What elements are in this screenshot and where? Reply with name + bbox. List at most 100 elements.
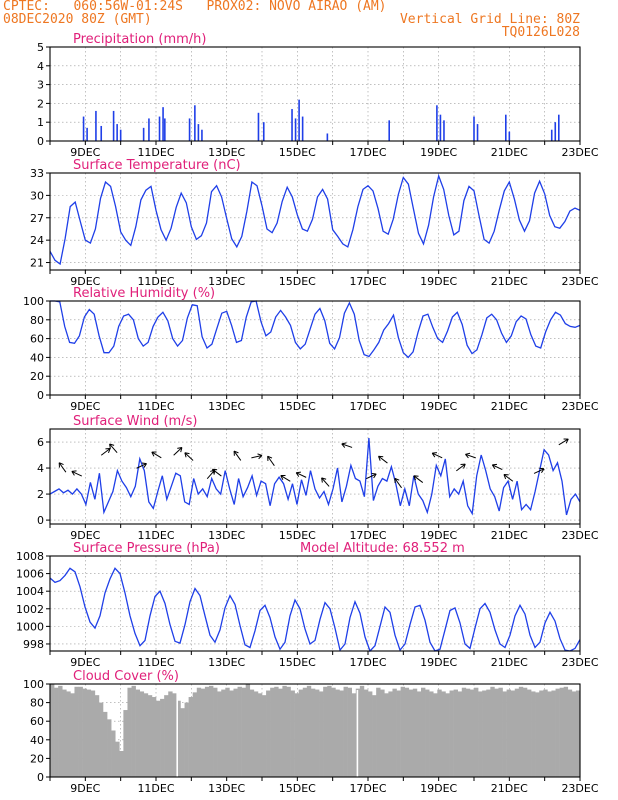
x-tick-label: 21DEC: [491, 146, 528, 159]
x-tick-label: 11DEC: [137, 529, 174, 542]
model-altitude-note: Model Altitude: 68.552 m: [300, 541, 465, 556]
y-tick-label: 1: [37, 116, 44, 129]
cloud-bar: [233, 688, 238, 777]
wind-arrow: [280, 475, 291, 482]
cloud-bar: [331, 687, 336, 777]
cloud-bar: [164, 695, 169, 777]
cloud-bar: [209, 685, 214, 777]
x-tick-label: 15DEC: [279, 275, 316, 288]
cloud-bar: [294, 693, 299, 777]
cloud-bar: [147, 695, 153, 777]
cloud-bar: [237, 686, 242, 777]
cloud-bar: [111, 730, 116, 777]
y-tick-label: 5: [37, 41, 44, 54]
cloud-bar: [278, 688, 283, 777]
cloud-bar: [380, 689, 385, 777]
precip-bar: [554, 122, 557, 141]
precip-bar: [194, 105, 196, 141]
precip-bar: [550, 129, 553, 141]
x-tick-label: 21DEC: [491, 275, 528, 288]
cloud-bar: [156, 700, 161, 777]
cloud-bar: [127, 687, 132, 777]
wind-arrow: [296, 472, 307, 478]
cloud-bar: [270, 687, 275, 777]
x-tick-label: 9DEC: [70, 400, 100, 413]
wind-arrow: [503, 474, 514, 482]
cloud-bar: [482, 690, 487, 777]
wind-arrow: [456, 463, 466, 472]
x-tick-label: 13DEC: [208, 782, 245, 795]
cloud-bar: [253, 691, 259, 777]
x-tick-label: 23DEC: [561, 400, 598, 413]
panel-frame: [49, 683, 581, 778]
cloud-bar: [343, 686, 348, 777]
cloud-bar: [82, 688, 87, 777]
precip-bar: [439, 114, 442, 141]
header-model-id: TQ0126L028: [501, 25, 580, 40]
wind-arrow: [71, 470, 83, 477]
precip-bar: [558, 114, 560, 141]
precip-bar: [188, 118, 191, 141]
wind-arrow: [465, 453, 476, 459]
cloud-bar: [457, 691, 463, 777]
cloud-bar: [514, 688, 520, 777]
cloud-bar: [555, 688, 560, 777]
cloud-bar: [563, 686, 569, 777]
y-tick-label: 0: [37, 771, 44, 784]
cloud-bar: [327, 685, 332, 777]
wind-arrow-head: [151, 451, 157, 457]
cloud-bar: [368, 691, 373, 777]
precip-bar: [148, 118, 150, 141]
cloud-bar: [425, 689, 430, 777]
cloud-bar: [319, 691, 324, 777]
y-tick-label: 20: [30, 752, 44, 765]
wind-arrow-head: [491, 463, 498, 470]
y-tick-label: 60: [30, 333, 44, 346]
cloud-bar: [339, 690, 344, 777]
panel-title: Relative Humidity (%): [73, 286, 215, 301]
x-tick-label: 23DEC: [561, 782, 598, 795]
precip-bar: [291, 109, 293, 141]
y-tick-label: 30: [30, 189, 44, 202]
wind-arrow: [533, 468, 545, 474]
wind-arrow-head: [413, 475, 419, 481]
wind-arrow: [58, 462, 67, 473]
x-tick-label: 11DEC: [137, 275, 174, 288]
wind-arrow-head: [465, 452, 471, 459]
x-tick-label: 23DEC: [561, 275, 598, 288]
x-tick-label: 23DEC: [561, 146, 598, 159]
cloud-bar: [54, 687, 59, 777]
cloud-bar: [363, 689, 369, 777]
x-tick-label: 17DEC: [349, 146, 386, 159]
cloud-bar: [241, 687, 246, 777]
cloud-bar: [522, 687, 528, 777]
cloud-bar: [527, 689, 532, 777]
cloud-bar: [151, 697, 157, 777]
y-tick-label: 80: [30, 314, 44, 327]
cloud-bar: [66, 691, 71, 777]
panel-frame: [49, 555, 581, 652]
precip-bar: [116, 124, 118, 141]
x-tick-label: 9DEC: [70, 782, 100, 795]
x-tick-label: 19DEC: [420, 275, 457, 288]
wind-arrow-head: [460, 463, 466, 469]
cloud-bar: [359, 685, 365, 777]
x-tick-label: 13DEC: [208, 400, 245, 413]
cloud-bar: [498, 687, 503, 777]
y-tick-label: 1006: [16, 568, 44, 581]
cloud-bar: [567, 689, 573, 777]
panel-title: Surface Pressure (hPa): [73, 541, 220, 556]
cloud-bar: [160, 698, 165, 777]
cloud-bar: [445, 693, 450, 777]
x-tick-label: 11DEC: [137, 400, 174, 413]
wind-arrow: [341, 443, 353, 448]
panel-title: Precipitation (mm/h): [73, 32, 206, 47]
cloud-bar: [78, 686, 83, 777]
wind-arrow: [413, 475, 424, 483]
cloud-bar: [315, 689, 320, 777]
cloud-bar: [372, 695, 377, 777]
cloud-bar: [204, 686, 210, 777]
cloud-bar: [221, 689, 226, 777]
x-tick-label: 15DEC: [279, 782, 316, 795]
wind-arrow-head: [109, 443, 115, 449]
